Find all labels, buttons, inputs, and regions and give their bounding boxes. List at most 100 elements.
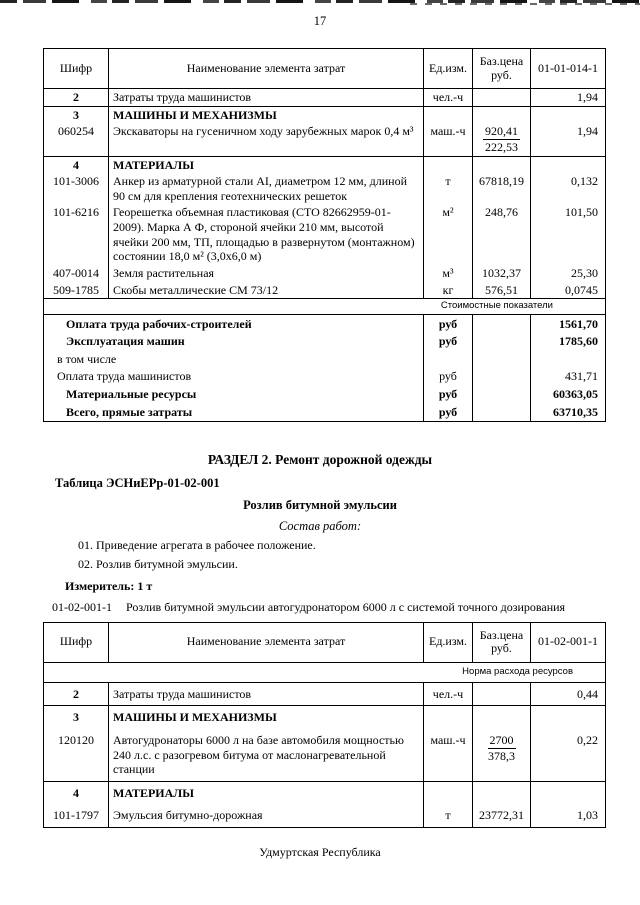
cell-code: 101-3006	[43, 173, 109, 205]
cell-code: 120120	[43, 728, 109, 782]
cell-base-price	[472, 88, 531, 107]
cell-unit: кг	[423, 281, 473, 299]
cell-norm-value: 1,94	[530, 123, 606, 156]
cell-norm-value: 0,132	[530, 173, 606, 205]
cell-norm-value	[530, 155, 606, 174]
total-unit	[423, 350, 473, 368]
totals-row: в том числе	[43, 350, 606, 368]
total-label: Оплата труда рабочих-строителей	[43, 314, 424, 333]
cell-base-price	[472, 780, 531, 805]
norm-item-code: 01-02-001-1	[52, 599, 112, 614]
total-label: Эксплуатация машин	[43, 332, 424, 351]
cell-name: МАТЕРИАЛЫ	[108, 155, 424, 174]
cell-base-price: 1032,37	[472, 264, 531, 282]
cell-name: Затраты труда машинистов	[108, 682, 424, 706]
total-unit: руб	[423, 332, 473, 351]
cell-code: 4	[43, 155, 109, 174]
total-value: 431,71	[530, 367, 606, 386]
base-price-line2: руб.	[491, 67, 512, 82]
cell-name: Земля растительная	[108, 264, 424, 282]
col-header-unit: Ед.изм.	[423, 622, 473, 663]
price-numerator: 2700	[487, 732, 516, 749]
cell-base-price	[472, 682, 531, 706]
cell-base-price	[472, 705, 531, 729]
total-empty	[472, 332, 531, 351]
totals-row: Оплата труда машинистов руб 431,71	[43, 367, 606, 386]
total-value	[530, 350, 606, 368]
totals-row: Эксплуатация машин руб 1785,60	[43, 332, 606, 351]
totals-row: Оплата труда рабочих-строителей руб 1561…	[43, 314, 606, 333]
table-row-group-machines: 3 МАШИНЫ И МЕХАНИЗМЫ	[43, 705, 606, 729]
cell-base-price-fraction: 920,41 222,53	[472, 123, 531, 156]
table-row: 060254 Экскаваторы на гусеничном ходу за…	[43, 123, 606, 156]
total-unit: руб	[423, 385, 473, 404]
cell-base-price: 248,76	[472, 204, 531, 265]
cell-unit: маш.-ч	[423, 123, 473, 156]
cell-norm-value: 25,30	[530, 264, 606, 282]
region-footer: Удмуртская Республика	[259, 845, 381, 859]
table-row-group-materials: 4 МАТЕРИАЛЫ	[43, 155, 606, 174]
total-label: Всего, прямые затраты	[43, 403, 424, 422]
total-value: 63710,35	[530, 403, 606, 422]
cell-norm-value: 101,50	[530, 204, 606, 265]
cell-unit	[423, 780, 473, 805]
meter-label: Измеритель: 1 т	[65, 578, 153, 593]
cell-norm-value: 0,22	[530, 728, 606, 782]
cell-base-price-fraction: 2700 378,3	[472, 728, 531, 782]
resource-norm-banner-row: Норма расхода ресурсов	[43, 661, 606, 683]
cell-unit: маш.-ч	[423, 728, 473, 782]
cell-base-price	[472, 105, 531, 124]
cell-norm-value	[530, 105, 606, 124]
cell-name: МАШИНЫ И МЕХАНИЗМЫ	[108, 705, 424, 729]
col-header-name: Наименование элемента затрат	[108, 48, 424, 89]
cell-code: 3	[43, 705, 109, 729]
cell-norm-value	[530, 705, 606, 729]
table-row: 509-1785 Скобы металлические СМ 73/12 кг…	[43, 281, 606, 299]
cell-name: МАТЕРИАЛЫ	[108, 780, 424, 805]
total-value: 60363,05	[530, 385, 606, 404]
total-value: 1561,70	[530, 314, 606, 333]
table-row-group-machines: 3 МАШИНЫ И МЕХАНИЗМЫ	[43, 105, 606, 124]
price-numerator: 920,41	[483, 124, 520, 140]
base-price-line2: руб.	[491, 641, 512, 656]
scan-artifact-top	[0, 0, 640, 3]
table-row: 120120 Автогудронаторы 6000 л на базе ав…	[43, 728, 606, 782]
page-number: 17	[313, 14, 327, 28]
base-price-line1: Баз.цена	[479, 53, 524, 68]
cell-unit: чел.-ч	[423, 88, 473, 107]
cell-name: Скобы металлические СМ 73/12	[108, 281, 424, 299]
cell-norm-value	[530, 780, 606, 805]
cell-code: 101-6216	[43, 204, 109, 265]
price-denominator: 222,53	[485, 139, 518, 154]
cell-code: 101-1797	[43, 804, 109, 828]
table-row: 2 Затраты труда машинистов чел.-ч 0,44	[43, 682, 606, 706]
cell-norm-value: 0,0745	[530, 281, 606, 299]
price-denominator: 378,3	[488, 748, 515, 763]
total-empty	[472, 385, 531, 404]
cost-table-01-02-001-1: Шифр Наименование элемента затрат Ед.изм…	[43, 621, 606, 829]
work-step: 01. Приведение агрегата в рабочее положе…	[78, 537, 316, 552]
col-header-unit: Ед.изм.	[423, 48, 473, 89]
total-empty	[472, 314, 531, 333]
table-row: 2 Затраты труда машинистов чел.-ч 1,94	[43, 88, 606, 107]
cell-code: 509-1785	[43, 281, 109, 299]
work-title: Розлив битумной эмульсии	[243, 497, 397, 512]
cell-base-price: 67818,19	[472, 173, 531, 205]
total-empty	[472, 403, 531, 422]
cost-indicators-banner-row: Стоимостные показатели	[43, 298, 606, 316]
cell-name: Затраты труда машинистов	[108, 88, 424, 107]
cell-norm-value: 1,94	[530, 88, 606, 107]
table-row-group-materials: 4 МАТЕРИАЛЫ	[43, 780, 606, 805]
base-price-line1: Баз.цена	[479, 627, 524, 642]
cell-unit	[423, 705, 473, 729]
resource-norm-label: Норма расхода ресурсов	[43, 661, 606, 683]
total-label: Материальные ресурсы	[43, 385, 424, 404]
total-label: Оплата труда машинистов	[43, 367, 424, 386]
table-row: 407-0014 Земля растительная м³ 1032,37 2…	[43, 264, 606, 282]
cell-unit	[423, 105, 473, 124]
norm-item-description: Розлив битумной эмульсии автогудронаторо…	[126, 599, 566, 614]
cell-unit: м²	[423, 204, 473, 265]
table-header-row: Шифр Наименование элемента затрат Ед.изм…	[43, 622, 606, 663]
col-header-base-price: Баз.цена руб.	[472, 48, 531, 89]
cell-code: 3	[43, 105, 109, 124]
